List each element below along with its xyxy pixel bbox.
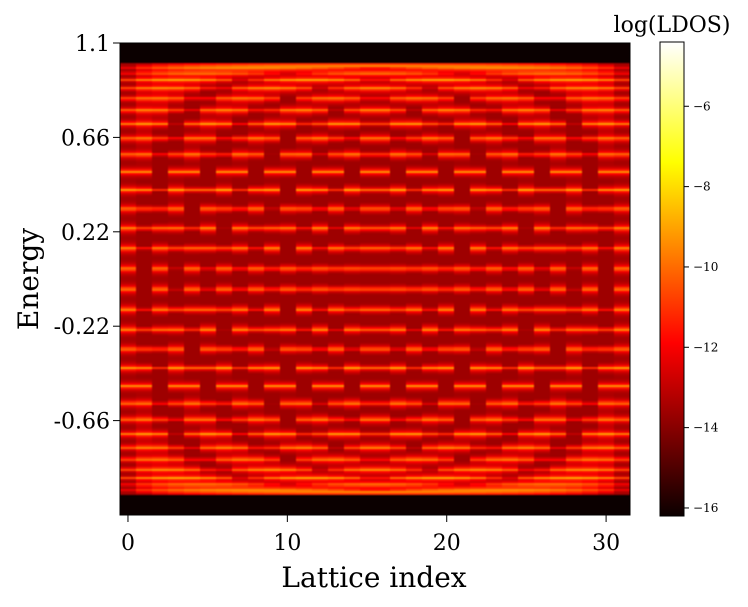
x-tick-label: 30	[592, 531, 620, 556]
colorbar-tick-label: −16	[693, 501, 718, 515]
ldos-heatmap	[120, 43, 630, 515]
y-tick-label: 0.66	[61, 126, 110, 151]
colorbar-gradient	[659, 41, 685, 517]
x-tick-label: 20	[433, 531, 461, 556]
x-tick-label: 0	[121, 531, 135, 556]
y-tick-label: 1.1	[75, 32, 110, 57]
x-tick-label: 10	[273, 531, 301, 556]
x-axis: 0 10 20 30	[121, 515, 620, 556]
colorbar-tick-label: −10	[693, 260, 718, 274]
colorbar-title: log(LDOS)	[614, 13, 731, 38]
x-axis-label: Lattice index	[281, 561, 466, 594]
colorbar-tick-label: −8	[693, 180, 711, 194]
y-tick-label: -0.66	[54, 410, 110, 435]
colorbar-tick-label: −14	[693, 421, 719, 435]
y-axis: 1.1 0.66 0.22 -0.22 -0.66	[54, 32, 120, 435]
y-tick-label: 0.22	[61, 221, 110, 246]
plot-frame	[119, 42, 631, 516]
colorbar-tick-label: −6	[693, 99, 711, 113]
colorbar: log(LDOS) −6 −8 −10 −12 −14 −16	[614, 13, 731, 517]
plot-area	[120, 43, 630, 515]
y-axis-label: Energy	[12, 228, 45, 330]
y-tick-label: -0.22	[54, 315, 110, 340]
colorbar-tick-label: −12	[693, 340, 718, 354]
